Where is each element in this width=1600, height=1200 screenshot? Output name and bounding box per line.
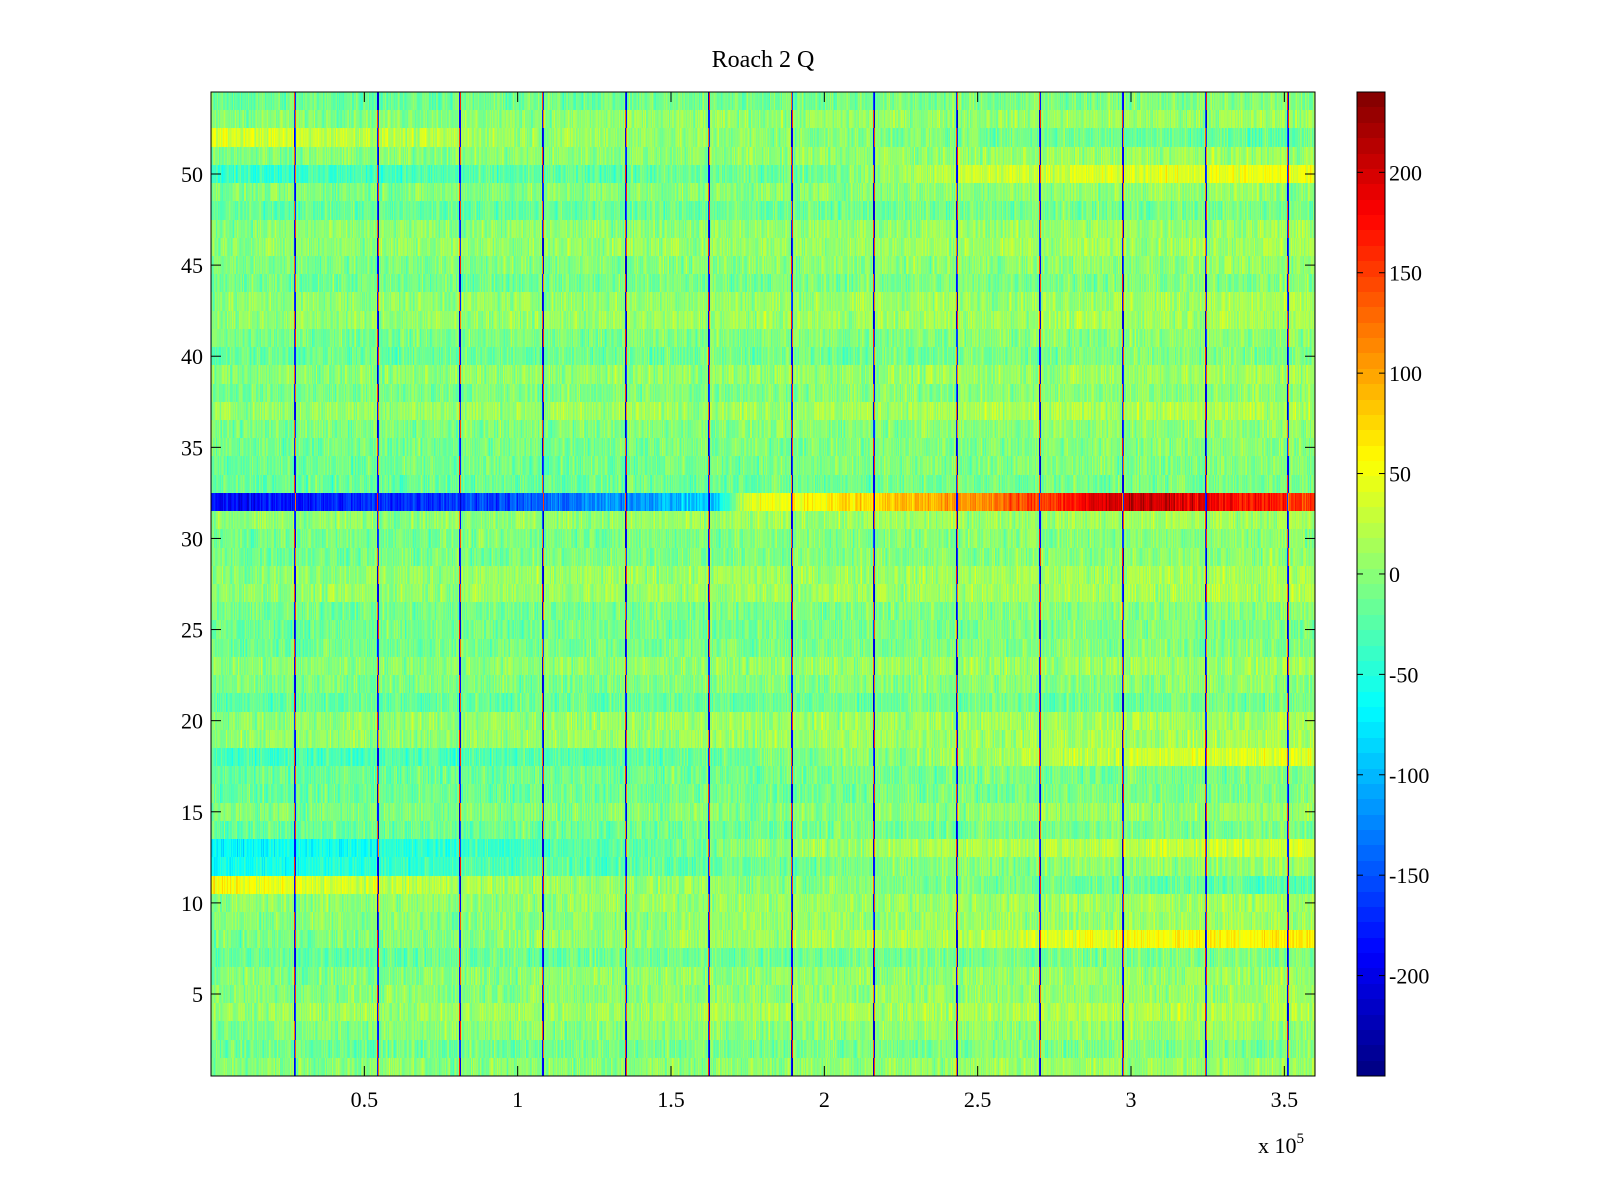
y-axis: 5 10 15 20 25 30 35 40 45 50 <box>181 162 1315 1007</box>
x-tick-label: 3 <box>1126 1087 1137 1112</box>
colorbar-tick-label: 0 <box>1389 562 1400 587</box>
colorbar-tick-label: 100 <box>1389 361 1422 386</box>
colorbar-tick-label: 200 <box>1389 160 1422 185</box>
x-axis-exponent: x 105 <box>1258 1131 1304 1158</box>
x-tick-label: 2.5 <box>964 1087 992 1112</box>
colorbar-tick-label: -100 <box>1389 763 1429 788</box>
x-tick-label: 1.5 <box>657 1087 685 1112</box>
plot-area-frame <box>210 91 1316 1077</box>
colorbar-tick-label: -200 <box>1389 964 1429 989</box>
chart-title: Roach 2 Q <box>712 47 815 73</box>
colorbar-tick-label: -50 <box>1389 662 1418 687</box>
y-tick-label: 15 <box>181 800 203 825</box>
x-tick-label: 1 <box>512 1087 523 1112</box>
colorbar-tick-label: -150 <box>1389 863 1429 888</box>
x-tick-label: 0.5 <box>351 1087 379 1112</box>
y-tick-label: 45 <box>181 253 203 278</box>
y-tick-label: 5 <box>192 982 203 1007</box>
x-tick-label: 3.5 <box>1271 1087 1299 1112</box>
y-tick-label: 10 <box>181 891 203 916</box>
colorbar-tick-label: 50 <box>1389 462 1411 487</box>
y-tick-label: 25 <box>181 618 203 643</box>
colorbar-axis: 200 150 100 50 0 -50 -100 -150 -200 <box>1357 160 1429 989</box>
x-axis: 0.5 1 1.5 2 2.5 3 3.5 <box>351 92 1299 1112</box>
y-tick-label: 35 <box>181 435 203 460</box>
y-tick-label: 50 <box>181 162 203 187</box>
heatmap-image <box>211 92 1315 1076</box>
colorbar-frame <box>1356 91 1386 1077</box>
x-tick-label: 2 <box>819 1087 830 1112</box>
y-tick-label: 30 <box>181 526 203 551</box>
y-tick-label: 20 <box>181 709 203 734</box>
colorbar-tick-label: 150 <box>1389 261 1422 286</box>
colorbar-image <box>1357 92 1385 1076</box>
y-tick-label: 40 <box>181 344 203 369</box>
